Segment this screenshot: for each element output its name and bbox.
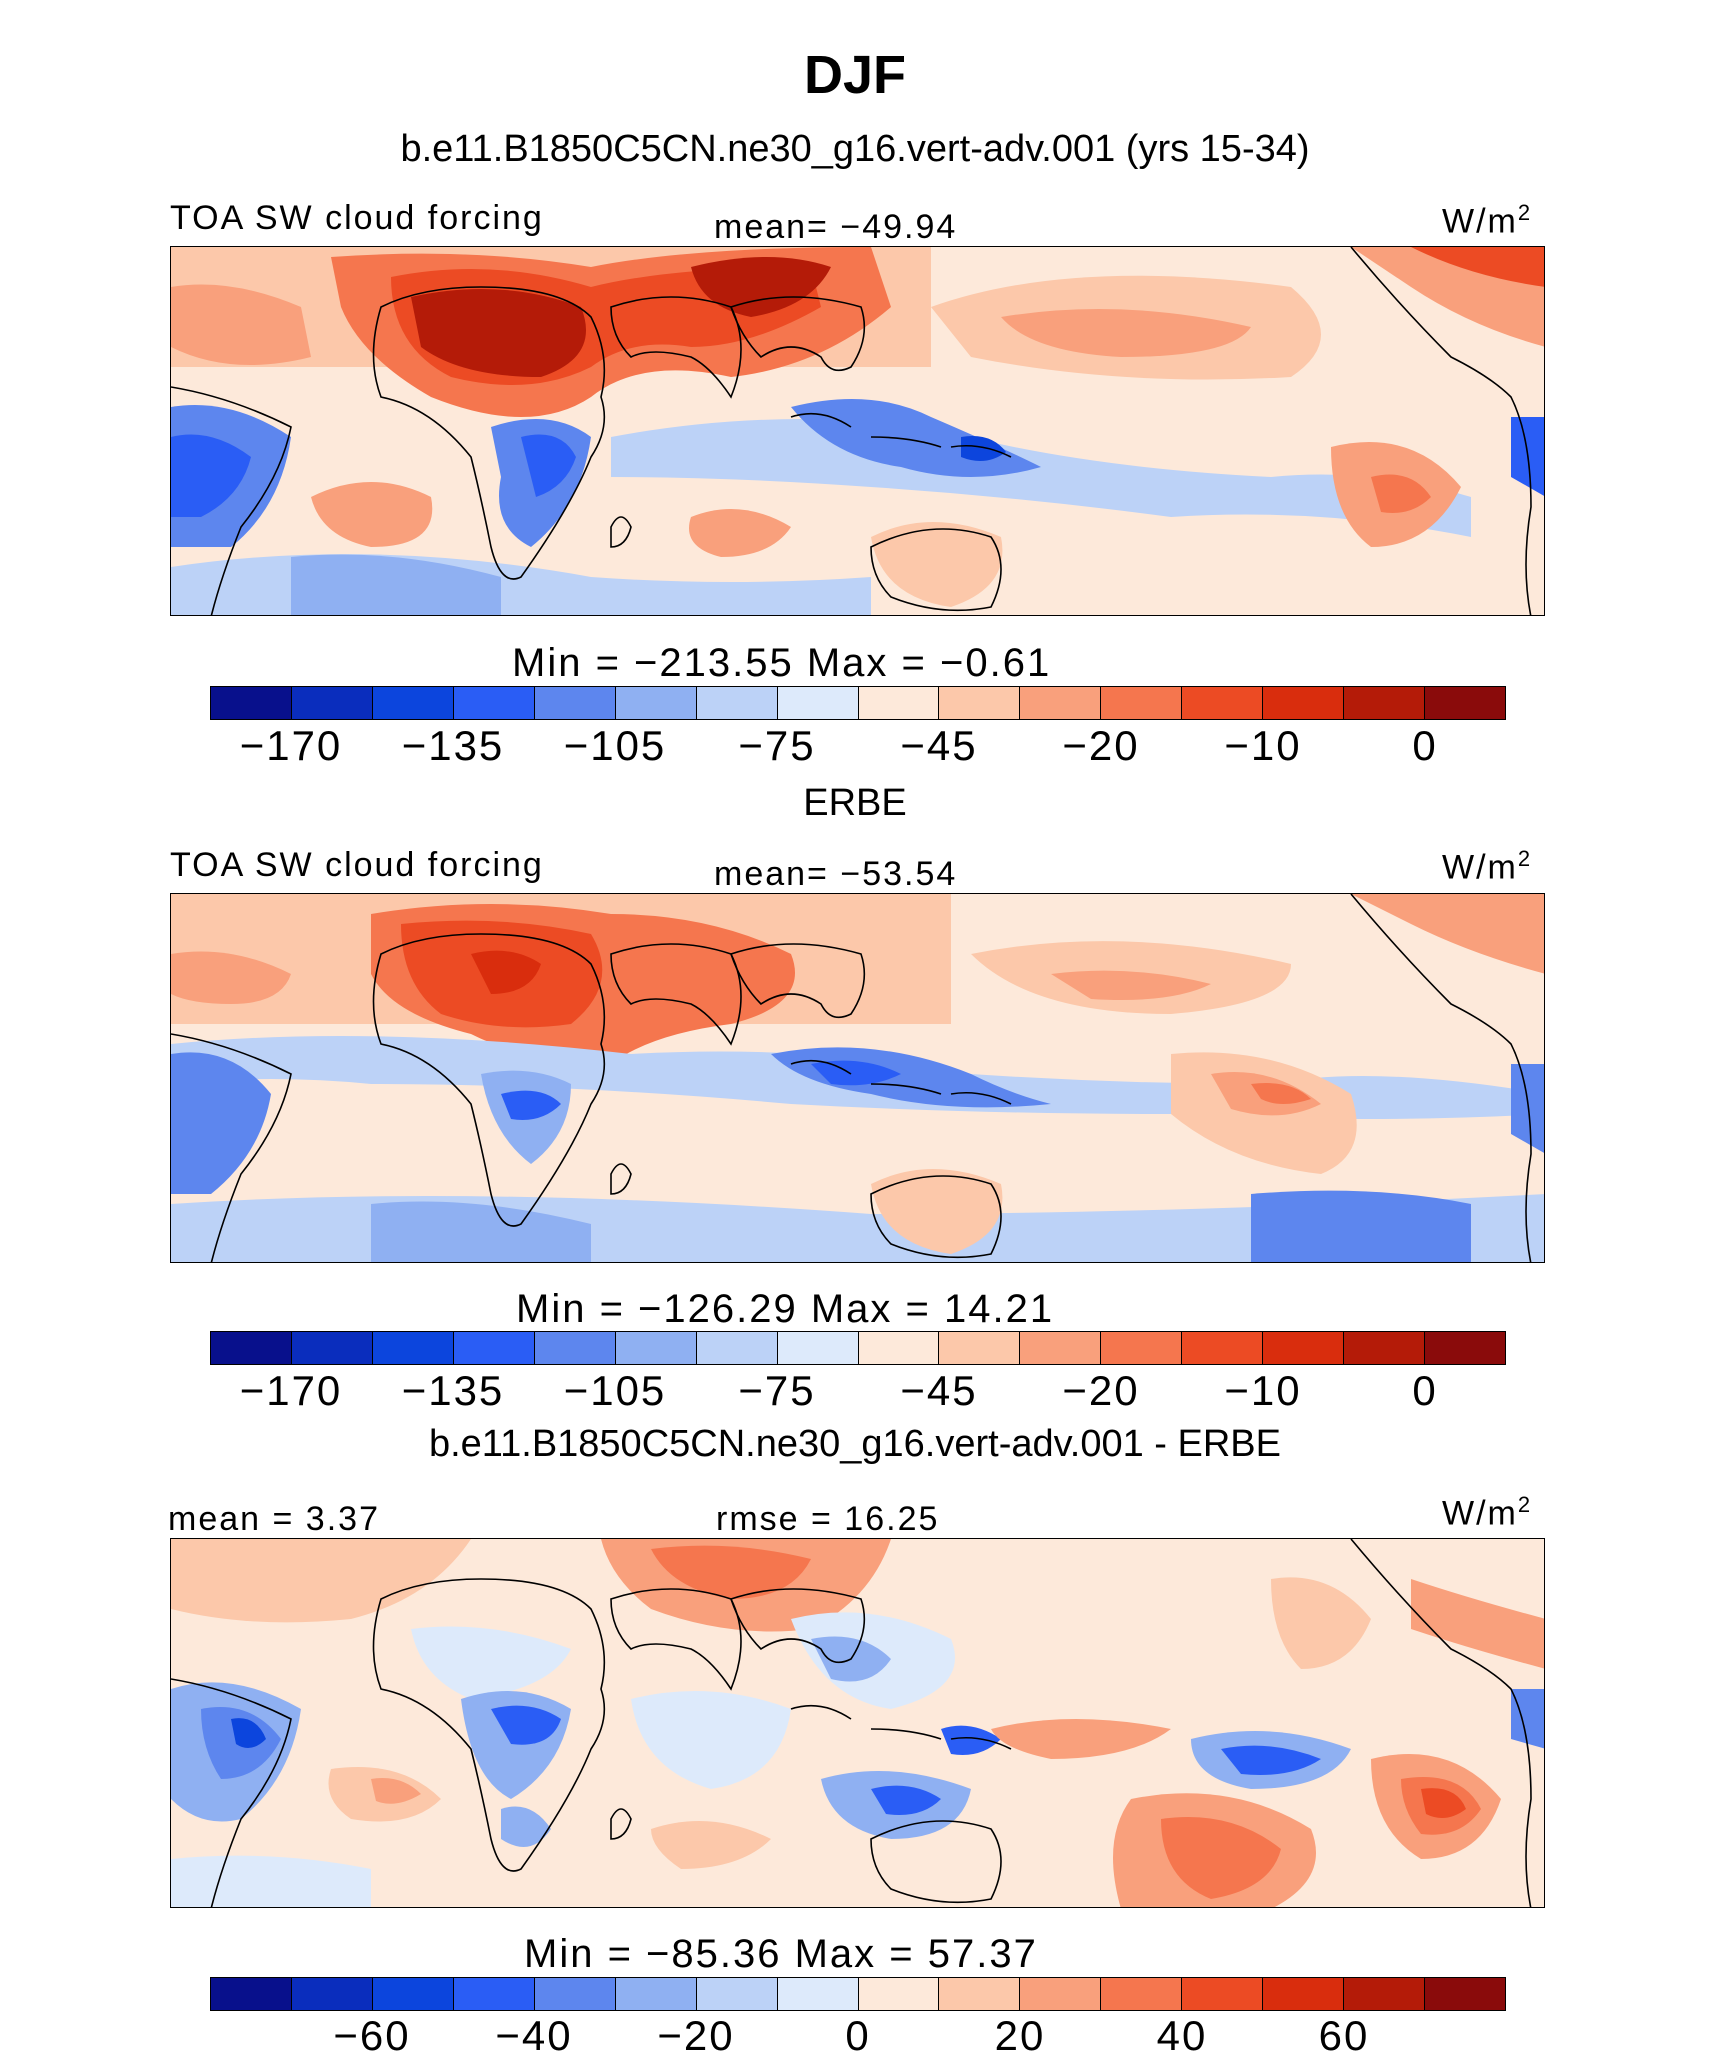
colorbar-swatch <box>534 1978 616 2010</box>
colorbar-tick-label: 20 <box>994 2012 1046 2059</box>
panel-3-heading: b.e11.B1850C5CN.ne30_g16.vert-adv.001 - … <box>428 1423 1281 1465</box>
colorbar-tick-label: −45 <box>900 722 978 769</box>
colorbar-swatch <box>211 687 292 719</box>
colorbar-swatch <box>1020 687 1102 719</box>
colorbar-swatch <box>858 1978 940 2010</box>
colorbar-swatch <box>615 1978 697 2010</box>
colorbar-tick-label: 0 <box>845 2012 871 2059</box>
colorbar-tick-label: −135 <box>401 1367 505 1414</box>
colorbar-swatch <box>696 1332 778 1364</box>
colorbar-swatch <box>1182 1332 1264 1364</box>
colorbar-tick-label: −135 <box>401 722 505 769</box>
panel-1-colorbar <box>210 686 1506 720</box>
colorbar-swatch <box>211 1332 292 1364</box>
colorbar-swatch <box>453 687 535 719</box>
colorbar-swatch <box>372 1978 454 2010</box>
colorbar-swatch <box>1263 687 1345 719</box>
colorbar-tick-label: −60 <box>333 2012 411 2059</box>
colorbar-tick-label: −20 <box>1062 1367 1140 1414</box>
panel-2-map <box>170 893 1545 1263</box>
panel-3-minmax: Min = −85.36 Max = 57.37 <box>524 1932 1038 1976</box>
colorbar-tick-label: −105 <box>563 1367 667 1414</box>
colorbar-swatch <box>1101 687 1183 719</box>
colorbar-swatch <box>1344 1978 1426 2010</box>
colorbar-swatch <box>939 687 1021 719</box>
colorbar-swatch <box>372 1332 454 1364</box>
colorbar-tick-label: 0 <box>1412 1367 1438 1414</box>
colorbar-swatch <box>1425 1332 1505 1364</box>
colorbar-tick-label: 40 <box>1156 2012 1208 2059</box>
colorbar-swatch <box>1344 687 1426 719</box>
panel-2-mean-label: mean= −53.54 <box>714 855 958 893</box>
colorbar-tick-label: 0 <box>1412 722 1438 769</box>
colorbar-tick-label: −10 <box>1224 722 1302 769</box>
colorbar-swatch <box>534 1332 616 1364</box>
colorbar-tick-label: −40 <box>495 2012 573 2059</box>
colorbar-tick-label: −75 <box>738 1367 816 1414</box>
colorbar-swatch <box>777 1332 859 1364</box>
panel-1-colorbar-ticks: −170 −135 −105 −75 −45 −20 −10 0 <box>0 722 1710 774</box>
panel-2-colorbar <box>210 1331 1506 1365</box>
panel-3-colorbar <box>210 1977 1506 2011</box>
colorbar-swatch <box>939 1332 1021 1364</box>
panel-3-units: W/m2 <box>1442 1492 1533 1533</box>
panel-3-map <box>170 1538 1545 1908</box>
colorbar-swatch <box>1101 1332 1183 1364</box>
colorbar-tick-label: −20 <box>657 2012 735 2059</box>
panel-3-colorbar-ticks: −60 −40 −20 0 20 40 60 <box>0 2012 1710 2064</box>
colorbar-swatch <box>291 687 373 719</box>
colorbar-swatch <box>1344 1332 1426 1364</box>
panel-1-units: W/m2 <box>1442 200 1533 241</box>
colorbar-swatch <box>1182 687 1264 719</box>
colorbar-swatch <box>1425 687 1505 719</box>
colorbar-swatch <box>453 1332 535 1364</box>
colorbar-tick-label: −20 <box>1062 722 1140 769</box>
panel-1-minmax: Min = −213.55 Max = −0.61 <box>512 641 1052 685</box>
colorbar-swatch <box>939 1978 1021 2010</box>
colorbar-swatch <box>1101 1978 1183 2010</box>
panel-3-rmse-label: rmse = 16.25 <box>716 1500 940 1538</box>
colorbar-swatch <box>291 1978 373 2010</box>
colorbar-swatch <box>453 1978 535 2010</box>
colorbar-swatch <box>696 687 778 719</box>
colorbar-swatch <box>1263 1332 1345 1364</box>
colorbar-swatch <box>291 1332 373 1364</box>
colorbar-tick-label: 60 <box>1318 2012 1370 2059</box>
colorbar-swatch <box>696 1978 778 2010</box>
colorbar-tick-label: −170 <box>239 1367 343 1414</box>
panel-1-mean-label: mean= −49.94 <box>714 208 958 246</box>
colorbar-tick-label: −75 <box>738 722 816 769</box>
panel-2-units: W/m2 <box>1442 846 1533 887</box>
figure-title: DJF <box>803 45 906 105</box>
colorbar-swatch <box>1182 1978 1264 2010</box>
colorbar-swatch <box>858 1332 940 1364</box>
colorbar-swatch <box>615 1332 697 1364</box>
colorbar-swatch <box>372 687 454 719</box>
panel-1-heading: b.e11.B1850C5CN.ne30_g16.vert-adv.001 (y… <box>400 128 1310 170</box>
panel-2-colorbar-ticks: −170 −135 −105 −75 −45 −20 −10 0 <box>0 1367 1710 1419</box>
panel-1-variable-label: TOA SW cloud forcing <box>170 199 544 237</box>
colorbar-swatch <box>211 1978 292 2010</box>
colorbar-swatch <box>534 687 616 719</box>
colorbar-tick-label: −105 <box>563 722 667 769</box>
colorbar-tick-label: −170 <box>239 722 343 769</box>
colorbar-swatch <box>858 687 940 719</box>
colorbar-swatch <box>777 1978 859 2010</box>
colorbar-tick-label: −10 <box>1224 1367 1302 1414</box>
panel-3-mean-label: mean = 3.37 <box>168 1500 380 1538</box>
colorbar-swatch <box>615 687 697 719</box>
panel-1-map <box>170 246 1545 616</box>
panel-2-minmax: Min = −126.29 Max = 14.21 <box>516 1287 1055 1331</box>
colorbar-swatch <box>777 687 859 719</box>
panel-2-heading: ERBE <box>803 782 907 824</box>
colorbar-swatch <box>1425 1978 1505 2010</box>
colorbar-tick-label: −45 <box>900 1367 978 1414</box>
colorbar-swatch <box>1020 1332 1102 1364</box>
colorbar-swatch <box>1020 1978 1102 2010</box>
colorbar-swatch <box>1263 1978 1345 2010</box>
panel-2-variable-label: TOA SW cloud forcing <box>170 846 544 884</box>
